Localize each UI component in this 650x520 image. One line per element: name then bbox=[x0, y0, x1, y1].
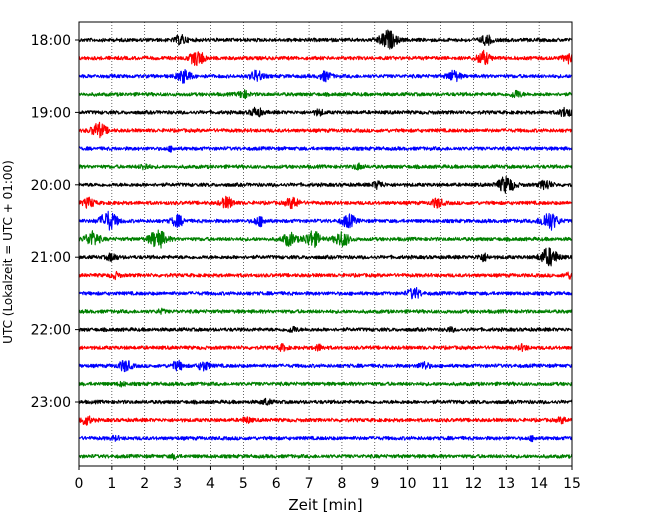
trace-line bbox=[78, 106, 573, 118]
trace-line bbox=[78, 68, 573, 84]
x-tick-label: 0 bbox=[75, 476, 84, 492]
x-tick-label: 4 bbox=[206, 476, 215, 492]
y-tick-label: 22:00 bbox=[31, 323, 71, 339]
x-tick-label: 6 bbox=[272, 476, 281, 492]
plot-frame bbox=[78, 21, 573, 467]
x-tick-label: 8 bbox=[337, 476, 346, 492]
trace-line bbox=[78, 452, 573, 461]
vertical-grid bbox=[111, 22, 540, 466]
x-tick-label: 5 bbox=[239, 476, 248, 492]
y-axis-ticks: 18:00 19:00 20:00 21:00 22:00 23:00 bbox=[31, 33, 79, 411]
trace-line bbox=[78, 286, 573, 300]
x-tick-label: 7 bbox=[305, 476, 314, 492]
trace-line bbox=[78, 49, 573, 67]
trace-line bbox=[78, 270, 573, 281]
trace-line bbox=[78, 397, 573, 406]
trace-line bbox=[78, 247, 573, 267]
y-tick-label: 23:00 bbox=[31, 395, 71, 411]
trace-line bbox=[78, 380, 573, 388]
x-tick-label: 11 bbox=[432, 476, 450, 492]
trace-line bbox=[78, 434, 573, 443]
trace-line bbox=[78, 29, 573, 50]
trace-line bbox=[78, 415, 573, 426]
x-tick-label: 1 bbox=[107, 476, 116, 492]
x-tick-label: 3 bbox=[173, 476, 182, 492]
x-tick-label: 10 bbox=[399, 476, 417, 492]
trace-line bbox=[78, 359, 573, 373]
trace-line bbox=[78, 307, 573, 315]
y-tick-label: 20:00 bbox=[31, 178, 71, 194]
trace-line bbox=[78, 145, 573, 153]
x-axis-ticks: 0 1 2 3 4 5 6 7 8 9 10 11 12 13 14 15 bbox=[75, 466, 581, 492]
y-tick-label: 19:00 bbox=[31, 105, 71, 121]
trace-line bbox=[78, 229, 573, 249]
trace-line bbox=[78, 89, 573, 100]
y-tick-label: 18:00 bbox=[31, 33, 71, 49]
x-tick-label: 2 bbox=[140, 476, 149, 492]
trace-line bbox=[78, 325, 573, 334]
x-tick-label: 13 bbox=[497, 476, 515, 492]
seismic-traces bbox=[78, 29, 573, 461]
trace-line bbox=[78, 162, 573, 171]
x-tick-label: 12 bbox=[464, 476, 482, 492]
x-tick-label: 15 bbox=[563, 476, 581, 492]
trace-line bbox=[78, 210, 573, 231]
y-axis-label: UTC (Lokalzeit = UTC + 01:00) bbox=[1, 160, 15, 344]
trace-line bbox=[78, 175, 573, 194]
x-tick-label: 14 bbox=[530, 476, 548, 492]
trace-line bbox=[78, 343, 573, 353]
x-axis-label: Zeit [min] bbox=[288, 496, 362, 514]
x-tick-label: 9 bbox=[370, 476, 379, 492]
trace-line bbox=[78, 121, 573, 139]
y-tick-label: 21:00 bbox=[31, 250, 71, 266]
trace-line bbox=[78, 195, 573, 210]
